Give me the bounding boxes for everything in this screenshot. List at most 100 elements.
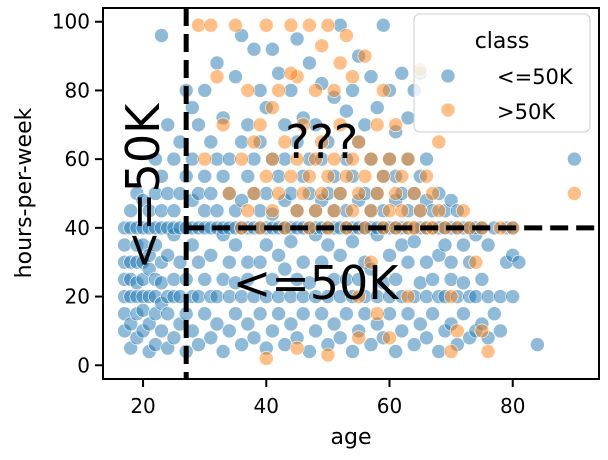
data-point [209,151,225,167]
data-point [240,203,256,218]
x-tick-label: 20 [130,394,155,418]
data-point [412,203,428,218]
data-point [228,237,243,253]
data-point [326,83,342,98]
x-axis-ticks: 20 40 60 80 [130,379,525,418]
data-point [295,186,311,201]
data-point [271,66,286,81]
data-point [468,254,484,270]
data-point [357,48,373,64]
data-point [197,83,212,98]
data-point [271,306,286,322]
data-point [505,289,521,304]
data-point [215,169,231,184]
data-point [148,337,163,352]
data-point [302,55,317,71]
data-point [222,186,237,201]
data-point [339,306,354,322]
data-point [271,169,286,184]
data-point [449,323,465,339]
data-point [258,237,274,253]
data-point [320,347,336,363]
data-point [375,17,391,33]
data-point [530,337,545,352]
data-point [388,344,404,359]
x-axis-label: age [331,425,372,450]
data-point [339,169,354,184]
data-point [357,117,373,133]
plot-frame [102,7,600,380]
data-point [160,117,175,133]
data-point [480,237,496,253]
data-point [209,55,225,71]
data-point [320,17,336,33]
data-point [431,134,447,150]
data-point [351,134,367,150]
data-point [203,330,219,346]
data-point [234,151,249,167]
data-point [369,186,385,201]
data-point [339,28,354,43]
data-point [345,83,360,98]
data-point [425,186,440,201]
data-point [443,272,459,287]
data-point [332,117,348,133]
data-point [197,169,212,184]
data-point [437,237,453,253]
data-point [191,254,206,270]
data-point [222,151,237,167]
data-point [400,289,416,304]
data-point [567,151,582,167]
data-point [302,17,317,33]
y-tick-label: 40 [65,216,90,240]
data-point [154,169,169,184]
data-point [320,237,336,253]
data-point [277,261,293,277]
data-point [406,337,422,352]
data-point [480,344,496,359]
data-point [456,275,471,291]
data-point [172,254,188,270]
data-point [252,203,268,218]
data-point [456,237,471,253]
data-point [240,316,256,332]
data-point [246,41,262,57]
data-point [271,248,286,263]
data-point [394,237,410,253]
data-point [289,340,305,356]
data-point [314,134,330,150]
data-point [480,289,496,304]
data-point [258,17,274,33]
legend-title: class [475,29,530,54]
data-point [283,83,299,98]
data-point [154,323,169,339]
data-point [308,203,323,218]
data-point [148,151,163,167]
data-point [166,330,182,346]
data-point [258,351,274,366]
y-axis-label: hours-per-week [12,107,37,278]
data-point [302,344,317,359]
data-point [443,344,459,359]
legend-label-gt50k: >50K [497,100,556,124]
data-point [308,151,323,167]
data-point [382,330,397,346]
legend-label-le50k: <=50K [497,65,574,89]
data-point [326,316,342,332]
data-point [240,117,256,133]
data-point [351,330,367,346]
data-point [314,186,330,201]
data-point [271,186,286,201]
data-point [289,151,305,167]
data-point [474,272,490,287]
data-point [160,248,175,263]
data-point [419,151,434,167]
data-point [209,203,225,218]
data-point [456,306,471,322]
data-point [191,117,206,133]
data-point [197,203,212,218]
data-point [419,330,434,346]
data-point [252,254,268,270]
data-point [203,134,219,150]
